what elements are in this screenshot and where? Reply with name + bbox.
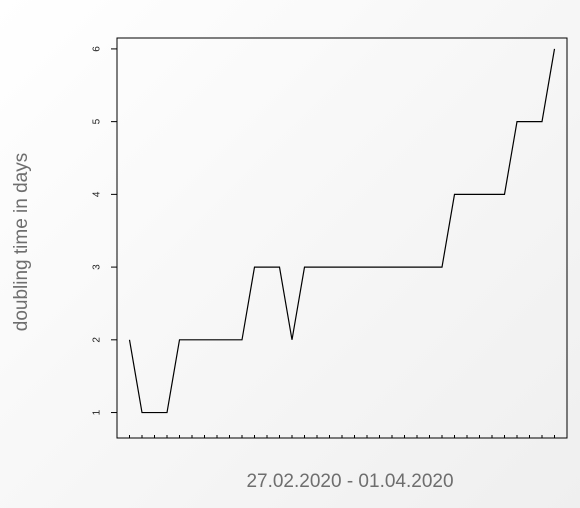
- y-tick-label: 3: [92, 264, 103, 270]
- y-tick-label: 1: [92, 409, 103, 415]
- doubling-time-line: [128, 48, 556, 414]
- y-tick-label: 4: [92, 191, 103, 197]
- y-tick-label: 6: [92, 46, 103, 52]
- y-axis: 1 2 3 4 5 6: [92, 46, 117, 415]
- y-tick-label: 5: [92, 118, 103, 124]
- x-axis-title: 27.02.2020 - 01.04.2020: [246, 471, 454, 492]
- plot-area-box: [116, 37, 568, 439]
- x-axis-ticks: [129, 435, 555, 438]
- y-axis-title: doubling time in days: [11, 152, 32, 332]
- y-tick-label: 2: [92, 337, 103, 343]
